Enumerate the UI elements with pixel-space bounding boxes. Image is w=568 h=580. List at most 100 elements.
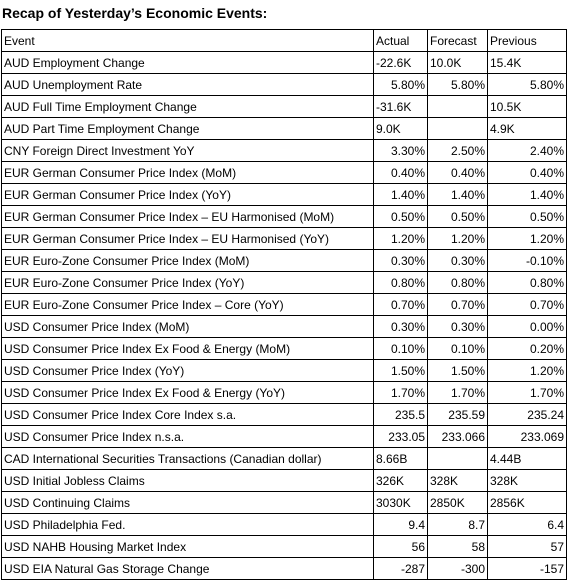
table-header-row: Event Actual Forecast Previous [1, 29, 567, 52]
table-row: USD Philadelphia Fed. 9.4 8.7 6.4 [1, 513, 567, 536]
table-row: USD Consumer Price Index (MoM) 0.30% 0.30%… [1, 315, 567, 338]
previous-value-cell: -0.10% [487, 249, 567, 272]
previous-value-cell: 0.50% [487, 205, 567, 228]
forecast-value-cell [427, 95, 488, 118]
previous-value-cell: 1.20% [487, 359, 567, 382]
previous-value-cell: 2856K [487, 491, 567, 514]
event-name-cell: EUR Euro-Zone Consumer Price Index – Cor… [1, 293, 374, 316]
forecast-value-cell: 1.50% [427, 359, 488, 382]
table-row: USD Initial Jobless Claims 326K 328K 328K [1, 469, 567, 492]
event-name-cell: CNY Foreign Direct Investment YoY [1, 139, 374, 162]
actual-value-cell: 56 [373, 535, 428, 558]
forecast-value-cell: 1.40% [427, 183, 488, 206]
actual-value-cell: 3030K [373, 491, 428, 514]
forecast-value-cell: 10.0K [427, 51, 488, 74]
event-name-cell: USD EIA Natural Gas Storage Change [1, 557, 374, 580]
previous-value-cell: 0.20% [487, 337, 567, 360]
forecast-value-cell: -300 [427, 557, 488, 580]
actual-value-cell: 0.10% [373, 337, 428, 360]
previous-value-cell: 1.70% [487, 381, 567, 404]
table-row: AUD Part Time Employment Change 9.0K 4.9K [1, 117, 567, 140]
actual-value-cell: 1.40% [373, 183, 428, 206]
previous-value-cell: 4.44B [487, 447, 567, 470]
previous-value-cell: 1.40% [487, 183, 567, 206]
actual-value-cell: 0.50% [373, 205, 428, 228]
forecast-value-cell: 58 [427, 535, 488, 558]
header-event: Event [1, 29, 374, 52]
previous-value-cell: 233.069 [487, 425, 567, 448]
table-row: AUD Employment Change -22.6K 10.0K 15.4K [1, 51, 567, 74]
forecast-value-cell: 328K [427, 469, 488, 492]
previous-value-cell: 5.80% [487, 73, 567, 96]
forecast-value-cell: 2850K [427, 491, 488, 514]
previous-value-cell: 1.20% [487, 227, 567, 250]
event-name-cell: AUD Part Time Employment Change [1, 117, 374, 140]
forecast-value-cell: 0.30% [427, 249, 488, 272]
actual-value-cell: 1.20% [373, 227, 428, 250]
event-name-cell: AUD Unemployment Rate [1, 73, 374, 96]
previous-value-cell: 4.9K [487, 117, 567, 140]
event-name-cell: EUR German Consumer Price Index (YoY) [1, 183, 374, 206]
table-row: USD Consumer Price Index Ex Food & Energ… [1, 381, 567, 404]
actual-value-cell: 5.80% [373, 73, 428, 96]
event-name-cell: USD Consumer Price Index Ex Food & Energ… [1, 381, 374, 404]
header-actual: Actual [373, 29, 428, 52]
event-name-cell: AUD Employment Change [1, 51, 374, 74]
forecast-value-cell [427, 117, 488, 140]
event-name-cell: EUR Euro-Zone Consumer Price Index (YoY) [1, 271, 374, 294]
previous-value-cell: 0.70% [487, 293, 567, 316]
previous-value-cell: 15.4K [487, 51, 567, 74]
actual-value-cell: 1.50% [373, 359, 428, 382]
forecast-value-cell: 5.80% [427, 73, 488, 96]
actual-value-cell: 9.4 [373, 513, 428, 536]
event-name-cell: USD Continuing Claims [1, 491, 374, 514]
page-title: Recap of Yesterday’s Economic Events: [2, 5, 268, 21]
forecast-value-cell: 0.30% [427, 315, 488, 338]
table-row: USD Consumer Price Index Core Index s.a.… [1, 403, 567, 426]
actual-value-cell: 235.5 [373, 403, 428, 426]
actual-value-cell: 0.40% [373, 161, 428, 184]
actual-value-cell: 0.30% [373, 249, 428, 272]
table-row: EUR German Consumer Price Index (MoM) 0.4… [1, 161, 567, 184]
forecast-value-cell: 1.70% [427, 381, 488, 404]
table-row: EUR Euro-Zone Consumer Price Index (MoM)… [1, 249, 567, 272]
table-row: EUR German Consumer Price Index (YoY) 1.4… [1, 183, 567, 206]
table-row: AUD Unemployment Rate 5.80% 5.80% 5.80% [1, 73, 567, 96]
table-row: USD EIA Natural Gas Storage Change -287 -3… [1, 557, 567, 580]
forecast-value-cell: 0.70% [427, 293, 488, 316]
table-row: USD NAHB Housing Market Index 56 58 57 [1, 535, 567, 558]
event-name-cell: USD Consumer Price Index (YoY) [1, 359, 374, 382]
forecast-value-cell: 0.40% [427, 161, 488, 184]
event-name-cell: USD Consumer Price Index n.s.a. [1, 425, 374, 448]
actual-value-cell: 0.70% [373, 293, 428, 316]
table-row: AUD Full Time Employment Change -31.6K 10.… [1, 95, 567, 118]
actual-value-cell: 8.66B [373, 447, 428, 470]
forecast-value-cell: 0.10% [427, 337, 488, 360]
table-row: USD Consumer Price Index Ex Food & Energ… [1, 337, 567, 360]
actual-value-cell: 0.30% [373, 315, 428, 338]
table-row: USD Continuing Claims 3030K 2850K 2856K [1, 491, 567, 514]
table-row: CAD International Securities Transaction… [1, 447, 567, 470]
forecast-value-cell: 233.066 [427, 425, 488, 448]
forecast-value-cell: 2.50% [427, 139, 488, 162]
event-name-cell: USD NAHB Housing Market Index [1, 535, 374, 558]
actual-value-cell: 3.30% [373, 139, 428, 162]
event-name-cell: EUR German Consumer Price Index – EU Har… [1, 205, 374, 228]
forecast-value-cell: 235.59 [427, 403, 488, 426]
table-row: CNY Foreign Direct Investment YoY 3.30% 2.… [1, 139, 567, 162]
event-name-cell: EUR German Consumer Price Index (MoM) [1, 161, 374, 184]
table-row: USD Consumer Price Index (YoY) 1.50% 1.50%… [1, 359, 567, 382]
previous-value-cell: 57 [487, 535, 567, 558]
previous-value-cell: 0.80% [487, 271, 567, 294]
actual-value-cell: 1.70% [373, 381, 428, 404]
event-name-cell: USD Consumer Price Index (MoM) [1, 315, 374, 338]
table-row: USD Consumer Price Index n.s.a. 233.05 233… [1, 425, 567, 448]
event-name-cell: AUD Full Time Employment Change [1, 95, 374, 118]
previous-value-cell: 10.5K [487, 95, 567, 118]
forecast-value-cell: 0.80% [427, 271, 488, 294]
table-row: EUR German Consumer Price Index – EU Har… [1, 205, 567, 228]
actual-value-cell: -287 [373, 557, 428, 580]
previous-value-cell: 328K [487, 469, 567, 492]
table-row: EUR Euro-Zone Consumer Price Index – Cor… [1, 293, 567, 316]
actual-value-cell: 9.0K [373, 117, 428, 140]
